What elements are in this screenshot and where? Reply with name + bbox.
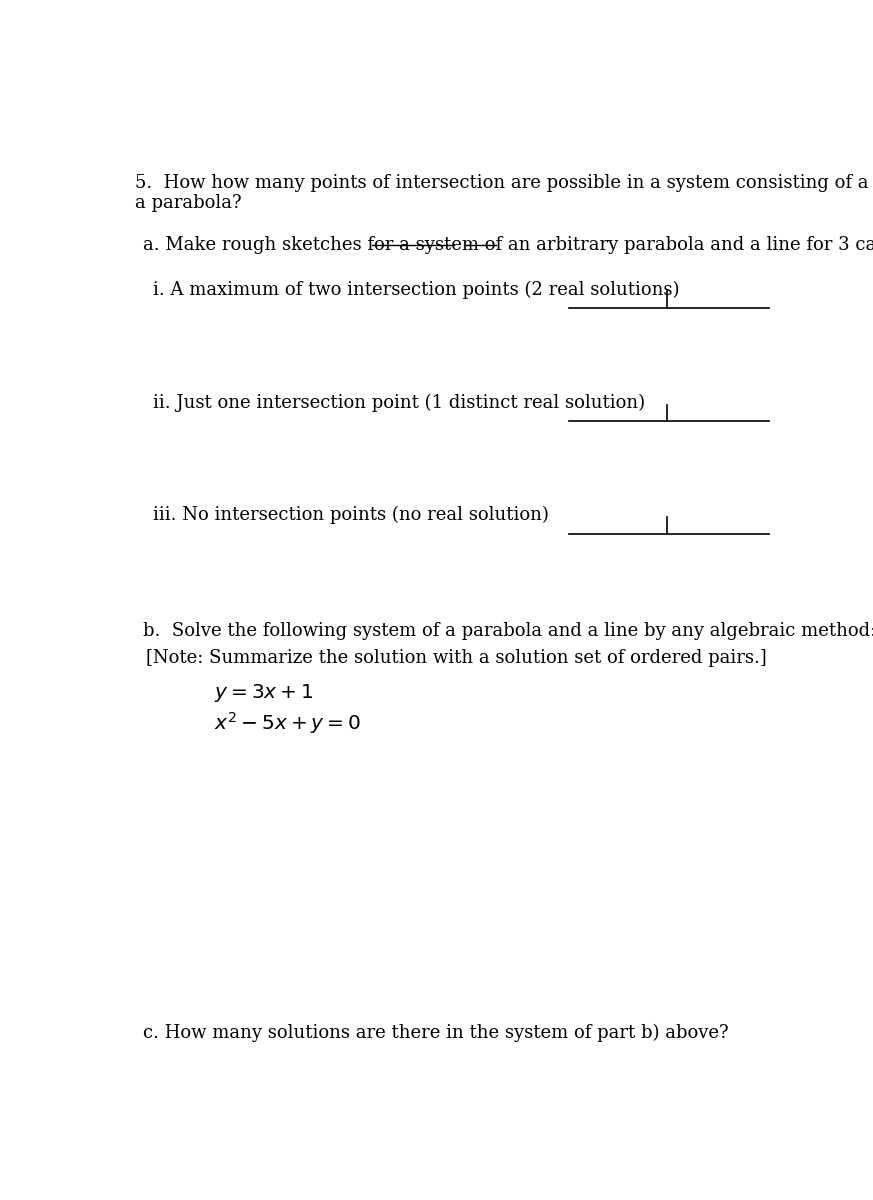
Text: c. How many solutions are there in the system of part b) above?: c. How many solutions are there in the s… [143, 1024, 729, 1042]
Text: a. Make rough sketches for a system of an arbitrary parabola and a line for 3 ca: a. Make rough sketches for a system of a… [143, 236, 873, 254]
Text: $y = 3x+1$: $y = 3x+1$ [214, 682, 313, 703]
Text: [Note: Summarize the solution with a solution set of ordered pairs.]: [Note: Summarize the solution with a sol… [147, 649, 767, 667]
Text: 5.  How how many points of intersection are possible in a system consisting of a: 5. How how many points of intersection a… [134, 174, 873, 212]
Text: i. A maximum of two intersection points (2 real solutions): i. A maximum of two intersection points … [153, 281, 679, 299]
Text: b.  Solve the following system of a parabola and a line by any algebraic method:: b. Solve the following system of a parab… [143, 622, 873, 640]
Text: ii. Just one intersection point (1 distinct real solution): ii. Just one intersection point (1 disti… [153, 394, 645, 412]
Text: iii. No intersection points (no real solution): iii. No intersection points (no real sol… [153, 506, 549, 524]
Text: $x^2-5x+y=0$: $x^2-5x+y=0$ [214, 710, 361, 737]
